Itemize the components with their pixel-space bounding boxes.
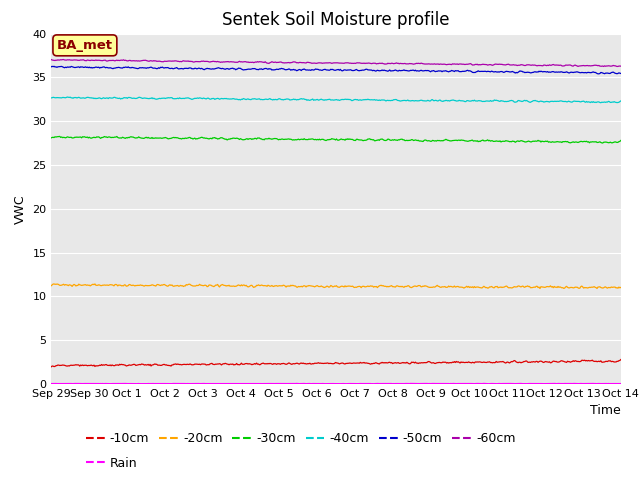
Y-axis label: VWC: VWC	[13, 194, 27, 224]
X-axis label: Time: Time	[590, 405, 621, 418]
Legend: Rain: Rain	[86, 457, 138, 470]
Title: Sentek Soil Moisture profile: Sentek Soil Moisture profile	[222, 11, 450, 29]
Text: BA_met: BA_met	[57, 39, 113, 52]
